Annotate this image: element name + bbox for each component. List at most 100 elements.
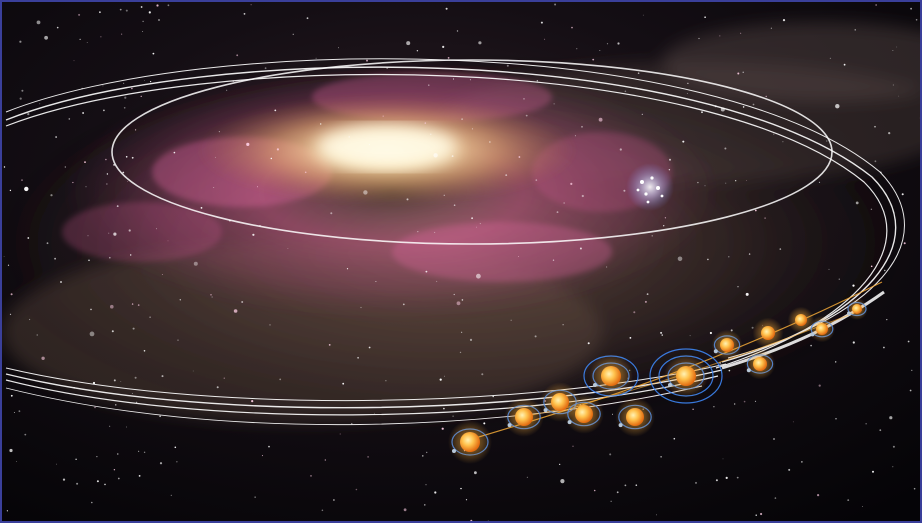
sun-icon xyxy=(615,397,655,437)
star xyxy=(16,461,17,462)
star xyxy=(443,407,445,410)
star xyxy=(24,186,29,192)
star xyxy=(581,125,583,128)
star xyxy=(872,470,874,473)
star xyxy=(137,304,140,306)
star xyxy=(434,491,437,494)
star xyxy=(140,6,143,8)
star xyxy=(818,181,821,183)
star xyxy=(725,182,727,184)
star xyxy=(506,64,509,67)
star xyxy=(116,205,119,208)
star xyxy=(9,313,12,315)
star xyxy=(544,38,546,40)
star xyxy=(909,389,912,392)
star xyxy=(39,103,41,105)
star xyxy=(451,155,454,158)
sun-icon xyxy=(787,306,815,334)
star xyxy=(320,123,322,125)
star xyxy=(84,161,86,164)
star xyxy=(587,342,590,345)
star xyxy=(606,43,609,45)
star xyxy=(592,58,595,61)
star xyxy=(91,501,93,504)
sun-icon xyxy=(649,348,723,404)
star xyxy=(89,331,95,337)
star xyxy=(737,286,739,288)
star xyxy=(660,456,662,458)
star xyxy=(96,456,98,458)
star xyxy=(292,33,294,35)
star xyxy=(241,301,244,303)
star xyxy=(382,115,384,117)
star xyxy=(637,72,640,74)
star xyxy=(125,9,128,12)
star xyxy=(865,423,867,425)
star xyxy=(663,225,665,227)
star xyxy=(72,181,74,184)
star xyxy=(704,16,706,18)
star xyxy=(428,84,430,86)
star xyxy=(369,143,370,145)
star xyxy=(459,351,462,354)
star xyxy=(728,256,730,258)
star xyxy=(673,437,676,440)
star xyxy=(724,147,727,150)
star xyxy=(474,471,477,475)
sun-icon xyxy=(752,317,784,349)
star xyxy=(259,225,261,227)
star xyxy=(174,446,177,449)
star xyxy=(574,135,576,137)
star xyxy=(50,194,53,197)
star xyxy=(439,378,442,381)
star xyxy=(470,519,473,521)
star xyxy=(150,81,152,83)
star xyxy=(108,232,110,234)
star xyxy=(855,201,859,205)
star xyxy=(333,499,335,501)
star xyxy=(257,186,258,188)
star xyxy=(701,111,703,114)
star xyxy=(250,4,252,6)
star xyxy=(847,499,850,501)
star xyxy=(616,491,619,494)
star xyxy=(581,194,584,198)
star xyxy=(104,483,106,486)
star xyxy=(64,166,66,168)
star xyxy=(92,381,96,385)
star xyxy=(689,335,691,337)
star xyxy=(213,187,215,188)
star xyxy=(570,182,573,185)
star xyxy=(442,45,445,49)
star xyxy=(422,455,424,457)
star xyxy=(10,394,13,397)
star xyxy=(375,281,377,282)
star xyxy=(270,157,272,160)
star xyxy=(896,46,898,48)
star xyxy=(660,331,663,334)
star xyxy=(102,85,104,87)
star xyxy=(167,240,169,242)
star xyxy=(425,270,428,273)
star xyxy=(79,38,81,41)
star xyxy=(745,292,749,296)
star xyxy=(233,309,238,313)
star xyxy=(96,480,99,483)
star xyxy=(714,105,717,108)
star xyxy=(148,11,151,14)
star xyxy=(210,294,212,296)
star xyxy=(368,346,371,349)
star xyxy=(835,361,837,363)
star xyxy=(915,19,918,21)
star xyxy=(56,26,59,29)
star xyxy=(907,340,910,343)
star xyxy=(403,508,407,512)
star xyxy=(161,274,163,275)
star xyxy=(748,253,751,255)
star xyxy=(140,95,142,97)
star xyxy=(120,381,122,382)
star xyxy=(170,494,172,496)
star xyxy=(879,429,882,432)
star xyxy=(434,231,436,233)
star xyxy=(113,469,116,471)
